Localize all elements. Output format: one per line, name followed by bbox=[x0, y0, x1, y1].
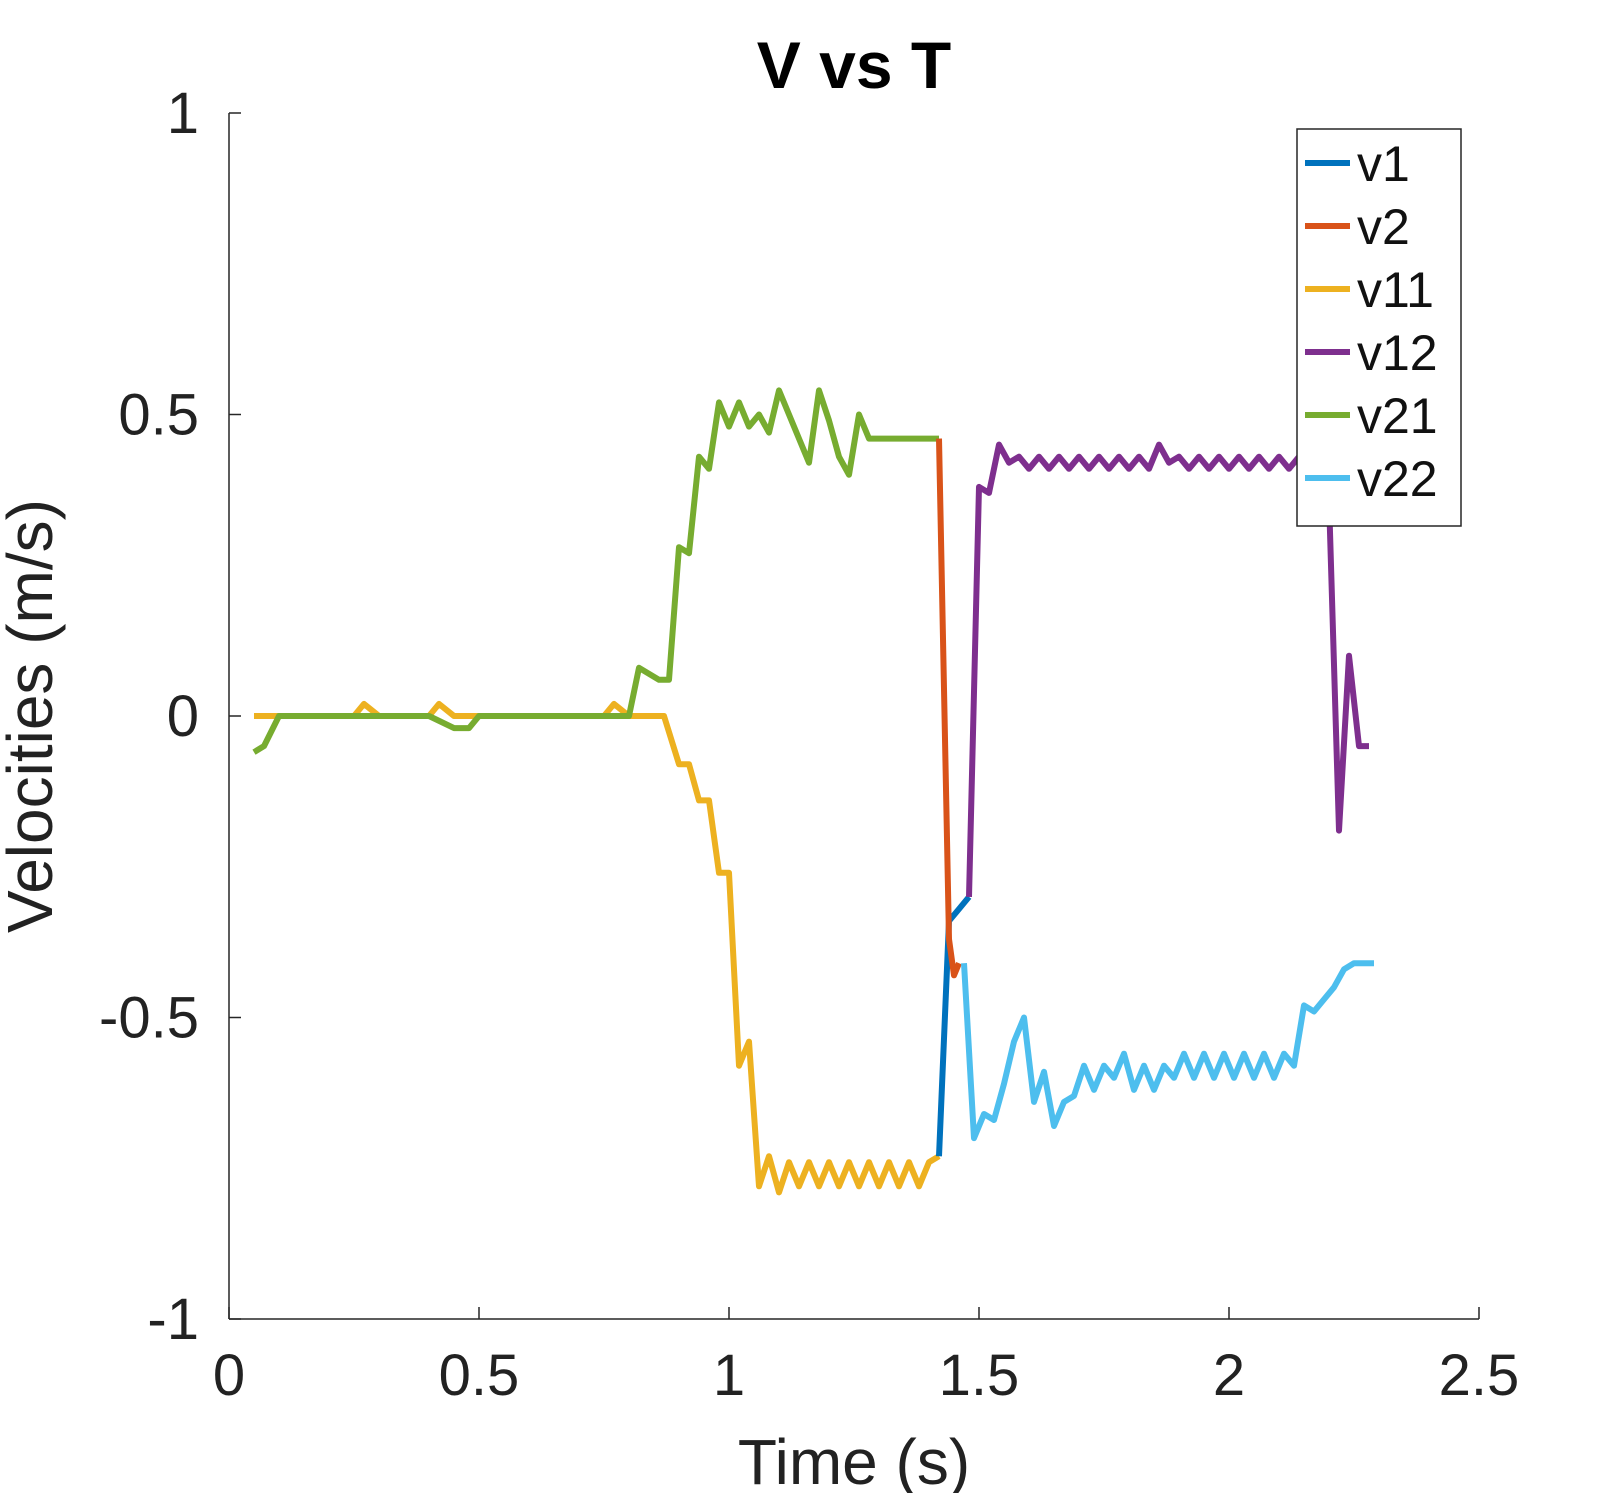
chart-title: V vs T bbox=[757, 28, 951, 102]
series-line-v2 bbox=[936, 438, 962, 979]
legend-label-v22: v22 bbox=[1357, 451, 1438, 507]
series-line-v21 bbox=[252, 387, 939, 755]
series-line-v11 bbox=[254, 700, 941, 1196]
legend: v1 v2 v11 v12 v21 v22 bbox=[1296, 128, 1462, 527]
y-tick-label: 1 bbox=[167, 81, 199, 146]
y-axis-label: Velocities (m/s) bbox=[0, 499, 66, 933]
x-tick-label: 0.5 bbox=[439, 1343, 520, 1408]
x-tick-label: 2 bbox=[1213, 1343, 1245, 1408]
series-line-v1 bbox=[936, 894, 972, 1157]
x-ticks: 0 0.5 1 1.5 2 2.5 bbox=[213, 1307, 1519, 1408]
series-line-v22 bbox=[961, 960, 1374, 1142]
legend-label-v11: v11 bbox=[1357, 262, 1434, 318]
y-tick-label: 0.5 bbox=[118, 383, 199, 448]
x-axis-label: Time (s) bbox=[738, 1426, 970, 1493]
x-tick-label: 1 bbox=[713, 1343, 745, 1408]
y-ticks: -1 -0.5 0 0.5 1 bbox=[99, 81, 241, 1352]
y-tick-label: -0.5 bbox=[99, 986, 199, 1051]
legend-label-v2: v2 bbox=[1357, 199, 1410, 255]
x-tick-label: 0 bbox=[213, 1343, 245, 1408]
plot-area bbox=[252, 387, 1374, 1196]
legend-label-v12: v12 bbox=[1357, 325, 1438, 381]
x-tick-label: 1.5 bbox=[939, 1343, 1020, 1408]
legend-box bbox=[1296, 128, 1462, 527]
y-tick-label: -1 bbox=[147, 1287, 199, 1352]
legend-label-v1: v1 bbox=[1357, 136, 1410, 192]
x-tick-label: 2.5 bbox=[1439, 1343, 1520, 1408]
legend-label-v21: v21 bbox=[1357, 388, 1438, 444]
y-tick-label: 0 bbox=[167, 684, 199, 749]
